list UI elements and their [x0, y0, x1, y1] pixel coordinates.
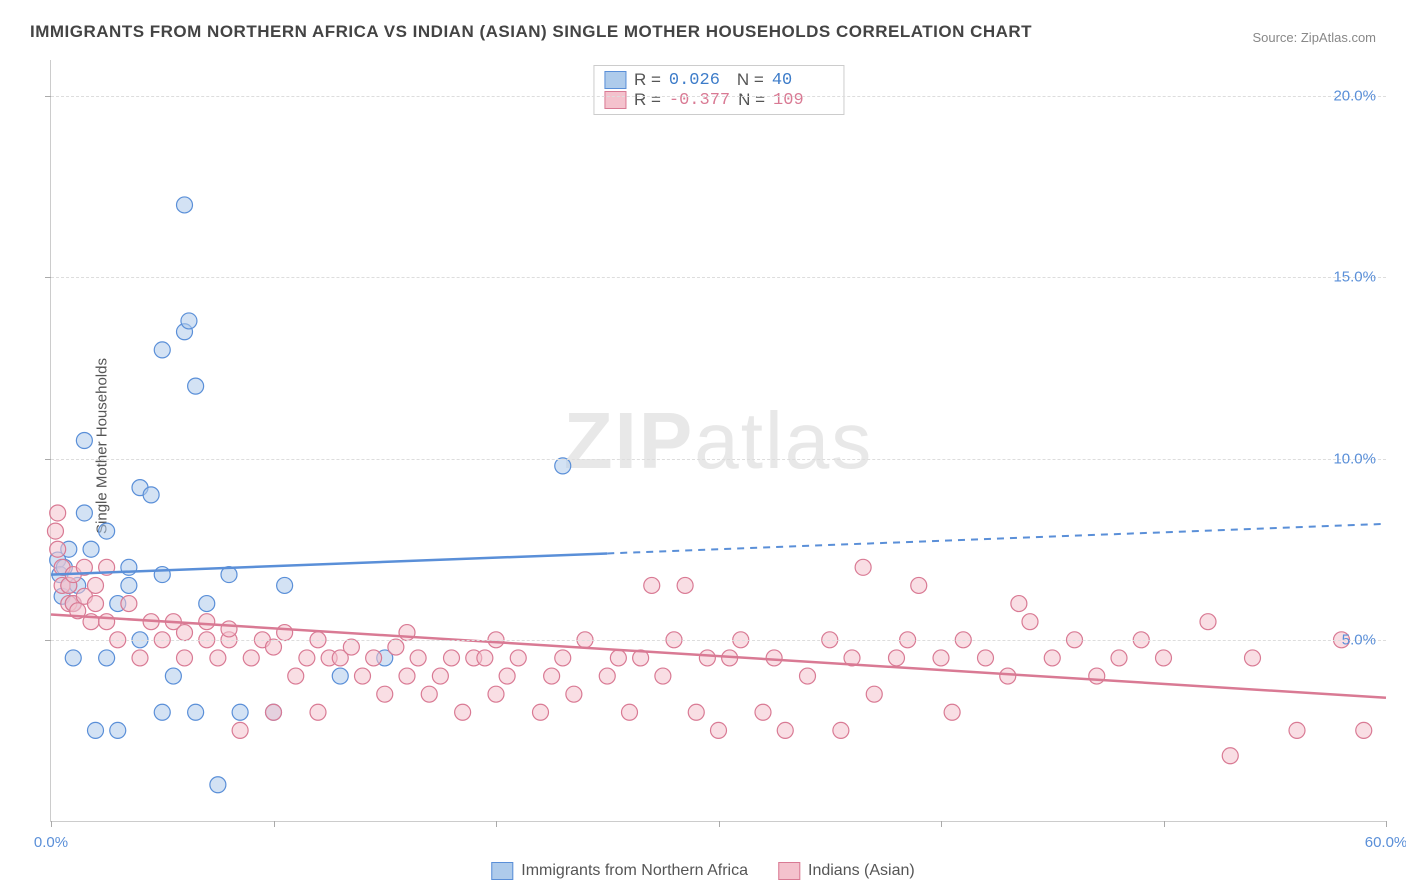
xtick-label: 60.0%: [1365, 834, 1406, 851]
ytick-label: 5.0%: [1342, 631, 1376, 648]
n-value-1: 40: [772, 71, 832, 90]
r-value-2: -0.377: [669, 91, 730, 110]
legend-label-2: Indians (Asian): [808, 862, 915, 880]
scatter-plot-svg: [51, 60, 1386, 821]
ytick-label: 10.0%: [1333, 450, 1376, 467]
source-label: Source: ZipAtlas.com: [1252, 30, 1376, 45]
swatch-icon: [604, 71, 626, 89]
n-value-2: 109: [773, 91, 833, 110]
chart-title: IMMIGRANTS FROM NORTHERN AFRICA VS INDIA…: [30, 22, 1032, 42]
stats-row-2: R = -0.377 N = 109: [604, 90, 833, 110]
r-value-1: 0.026: [669, 71, 729, 90]
stats-row-1: R = 0.026 N = 40: [604, 70, 833, 90]
ytick-label: 20.0%: [1333, 88, 1376, 105]
swatch-icon: [778, 862, 800, 880]
stats-box: R = 0.026 N = 40 R = -0.377 N = 109: [593, 65, 844, 115]
xtick-label: 0.0%: [34, 834, 68, 851]
legend-item-1: Immigrants from Northern Africa: [491, 862, 748, 880]
legend-item-2: Indians (Asian): [778, 862, 915, 880]
swatch-icon: [491, 862, 513, 880]
legend-label-1: Immigrants from Northern Africa: [521, 862, 748, 880]
legend: Immigrants from Northern Africa Indians …: [491, 862, 914, 880]
chart-area: ZIPatlas R = 0.026 N = 40 R = -0.377 N =…: [50, 60, 1386, 822]
swatch-icon: [604, 91, 626, 109]
ytick-label: 15.0%: [1333, 269, 1376, 286]
